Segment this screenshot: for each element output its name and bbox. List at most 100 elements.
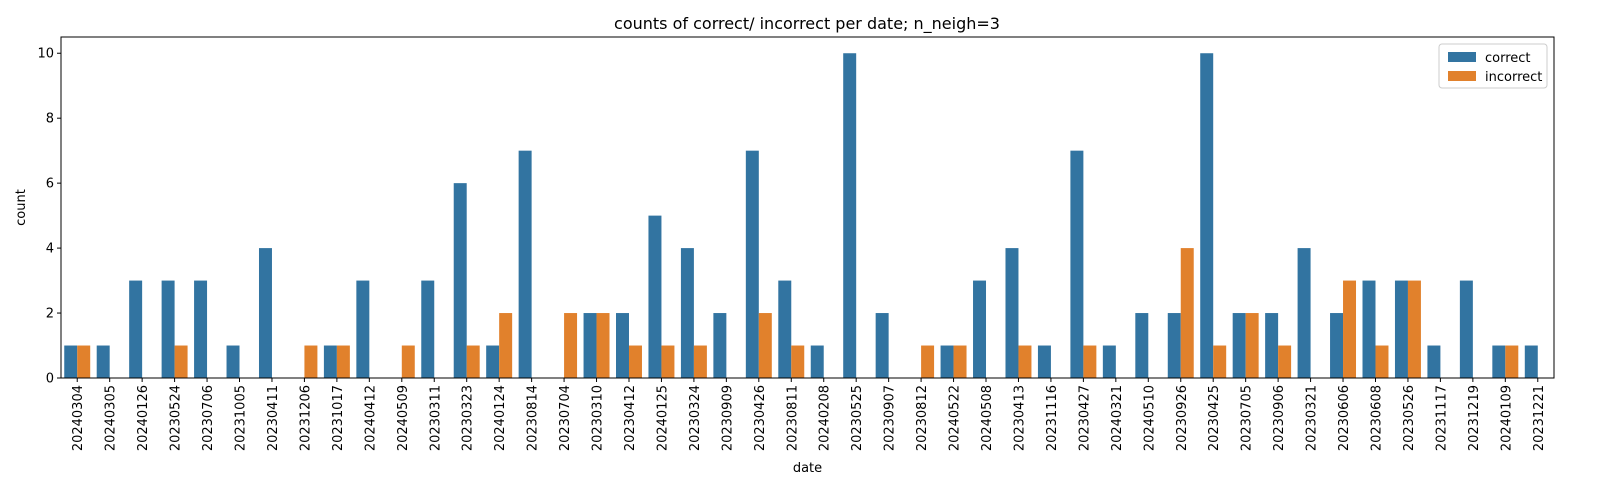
x-tick-label: 20230413 [1012, 385, 1027, 451]
x-tick-label: 20240522 [948, 385, 963, 451]
bar-incorrect-20230324 [693, 345, 707, 378]
bar-incorrect-20231206 [304, 345, 318, 378]
x-tick-label: 20230311 [428, 385, 443, 451]
bar-correct-20240321 [1102, 345, 1116, 378]
bar-incorrect-20230524 [174, 345, 188, 378]
bar-correct-20240412 [356, 280, 370, 378]
x-tick-label: 20230704 [558, 385, 573, 451]
bar-correct-20230608 [1362, 280, 1376, 378]
y-axis-ticks: 0 2 4 6 8 10 [37, 47, 61, 387]
bar-incorrect-20240124 [499, 313, 513, 378]
bar-incorrect-20230323 [466, 345, 480, 378]
bar-correct-20230909 [713, 313, 727, 378]
bar-correct-20230811 [778, 280, 792, 378]
bar-correct-20231116 [1037, 345, 1051, 378]
bar-correct-20230324 [680, 248, 694, 378]
bar-correct-20230525 [843, 53, 857, 378]
bar-incorrect-20230606 [1343, 280, 1357, 378]
x-tick-label: 20240126 [136, 385, 151, 451]
bar-incorrect-20230427 [1083, 345, 1097, 378]
x-tick-label: 20230907 [883, 385, 898, 451]
x-tick-label: 20230909 [720, 385, 735, 451]
bar-incorrect-20230906 [1278, 345, 1292, 378]
x-tick-label: 20230812 [915, 385, 930, 451]
bar-correct-20230412 [616, 313, 629, 378]
bar-incorrect-20230811 [791, 345, 805, 378]
bar-correct-20240208 [810, 345, 824, 378]
bar-incorrect-20230526 [1407, 280, 1421, 378]
chart-title: counts of correct/ incorrect per date; n… [614, 14, 1000, 34]
x-tick-label: 20231221 [1532, 385, 1547, 451]
legend-swatch-incorrect [1448, 71, 1476, 81]
bar-correct-20231221 [1524, 345, 1538, 378]
y-tick-label: 8 [46, 112, 54, 127]
bar-correct-20230524 [161, 280, 175, 378]
x-tick-label: 20230324 [688, 385, 703, 451]
bar-correct-20230413 [1005, 248, 1019, 378]
bar-correct-20230907 [875, 313, 889, 378]
bar-incorrect-20240109 [1505, 345, 1519, 378]
x-tick-label: 20230412 [623, 385, 638, 451]
x-tick-label: 20231005 [234, 385, 249, 451]
x-tick-label: 20230310 [591, 385, 606, 451]
x-tick-label: 20230906 [1272, 385, 1287, 451]
bar-correct-20230906 [1265, 313, 1279, 378]
y-tick-label: 4 [46, 242, 54, 257]
legend-swatch-correct [1448, 52, 1476, 62]
x-tick-label: 20230526 [1402, 385, 1417, 451]
bar-incorrect-20230426 [758, 313, 772, 378]
x-tick-label: 20231117 [1434, 385, 1449, 451]
bar-correct-20230427 [1070, 150, 1084, 378]
x-tick-label: 20230814 [526, 385, 541, 451]
x-tick-label: 20230321 [1305, 385, 1320, 451]
x-tick-label: 20230411 [266, 385, 281, 451]
bar-correct-20230705 [1232, 313, 1246, 378]
bar-correct-20240508 [973, 280, 987, 378]
x-tick-label: 20230426 [753, 385, 768, 451]
x-tick-label: 20240304 [71, 385, 86, 451]
bar-correct-20240510 [1135, 313, 1149, 378]
plot-frame [60, 36, 1555, 379]
bar-incorrect-20240522 [953, 345, 967, 378]
bar-correct-20231005 [226, 345, 240, 378]
bar-incorrect-20230413 [1018, 345, 1032, 378]
x-tick-label: 20240125 [655, 385, 670, 451]
bar-correct-20230526 [1394, 280, 1408, 378]
x-tick-label: 20240208 [818, 385, 833, 451]
y-tick-label: 10 [37, 47, 54, 62]
y-tick-label: 0 [46, 372, 54, 387]
x-tick-label: 20240510 [1142, 385, 1157, 451]
bar-correct-20230814 [518, 150, 532, 378]
y-tick-label: 6 [46, 177, 54, 192]
bar-correct-20240126 [129, 280, 143, 378]
x-tick-label: 20230525 [850, 385, 865, 451]
x-axis-label: date [793, 461, 822, 476]
x-tick-label: 20231116 [1045, 385, 1060, 451]
x-tick-label: 20231219 [1467, 385, 1482, 451]
legend: correct incorrect [1438, 43, 1548, 89]
bar-correct-20240125 [648, 215, 662, 378]
x-tick-label: 20230706 [201, 385, 216, 451]
bar-correct-20230311 [421, 280, 435, 378]
bar-correct-20231017 [323, 345, 337, 378]
bar-correct-20240305 [96, 345, 110, 378]
x-tick-label: 20230524 [169, 385, 184, 451]
bar-incorrect-20230425 [1213, 345, 1227, 378]
bar-correct-20240124 [486, 345, 500, 378]
y-tick-label: 2 [46, 307, 54, 322]
bar-correct-20230926 [1167, 313, 1181, 378]
bar-correct-20230425 [1200, 53, 1214, 378]
x-tick-label: 20230926 [1175, 385, 1190, 451]
bar-incorrect-20230310 [596, 313, 610, 378]
bar-incorrect-20230412 [628, 345, 642, 378]
x-tick-label: 20230811 [785, 385, 800, 451]
legend-label-incorrect: incorrect [1485, 70, 1542, 85]
bar-incorrect-20230812 [921, 345, 935, 378]
x-axis-ticks: 20240304 20240305 20240126 20230524 20230706… [71, 378, 1547, 451]
bar-incorrect-20230704 [564, 313, 578, 378]
x-tick-label: 20230323 [461, 385, 476, 451]
legend-label-correct: correct [1485, 51, 1531, 66]
bar-incorrect-20240509 [401, 345, 415, 378]
